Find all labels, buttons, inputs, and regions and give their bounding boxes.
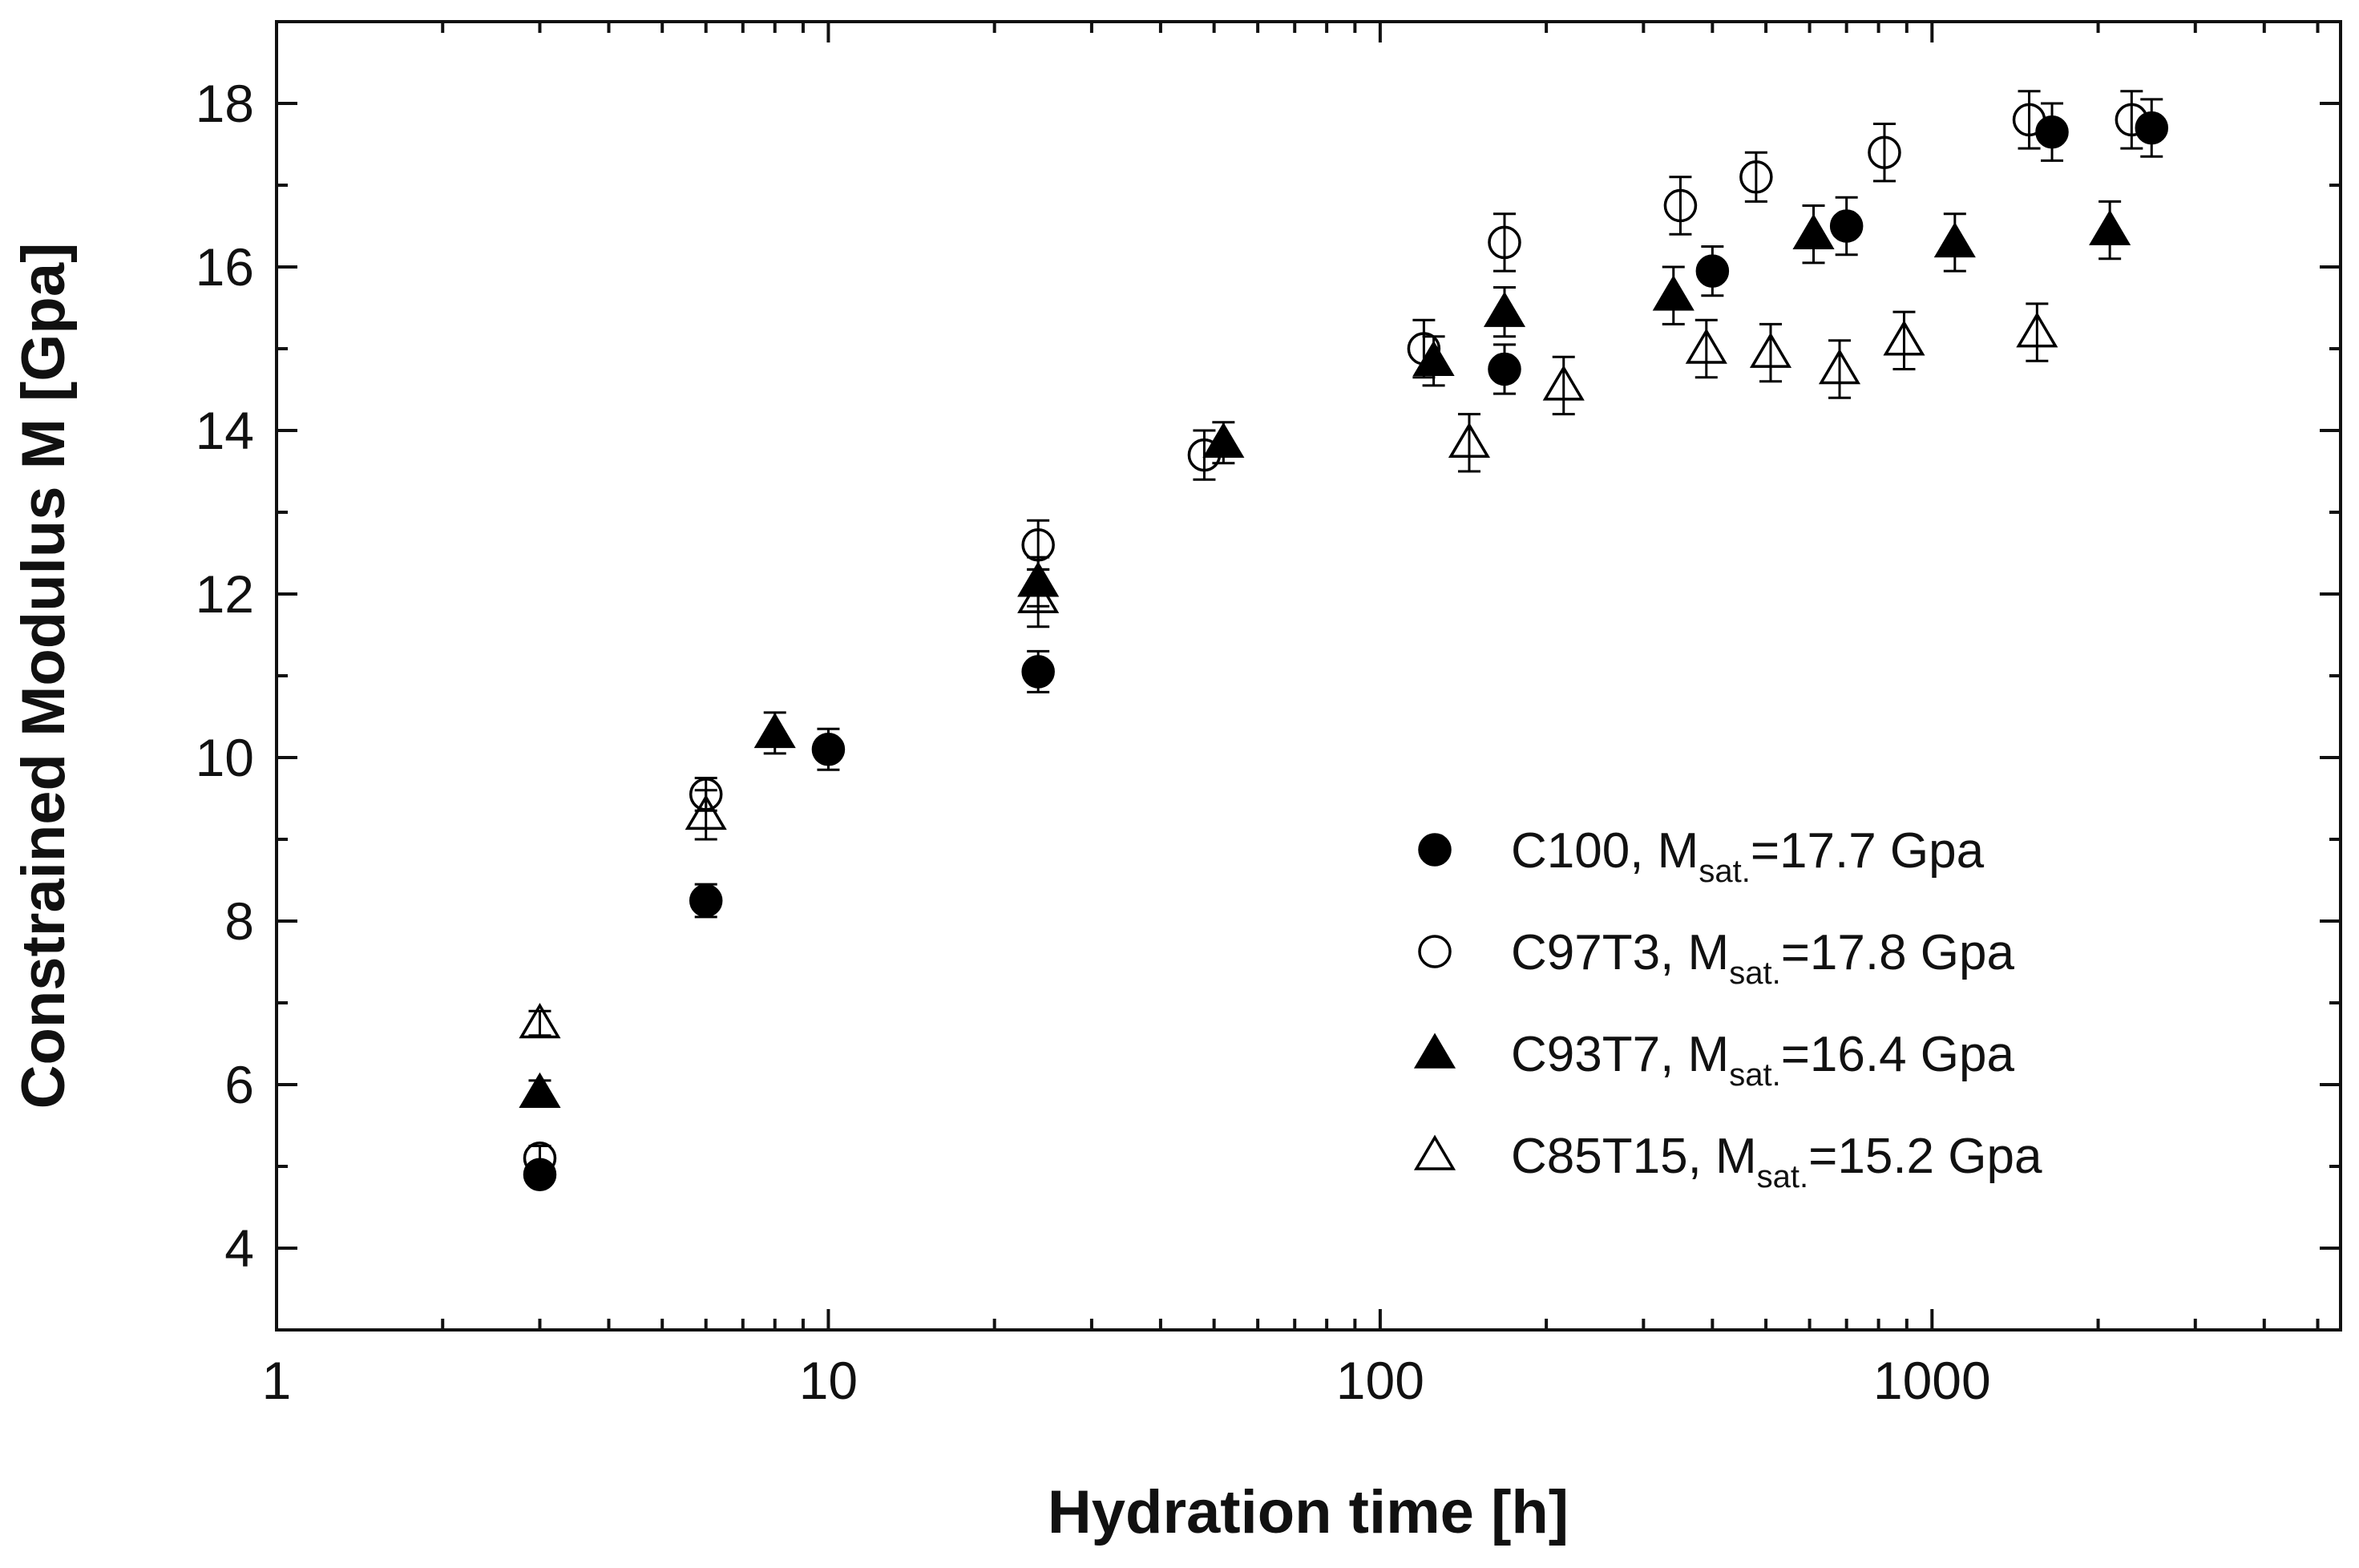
data-point-c97t3 (2115, 103, 2149, 137)
data-point-c100 (1021, 655, 1055, 689)
data-point-c100 (2135, 111, 2169, 145)
legend-label: C100, Msat.=17.7 Gpa (1511, 823, 1985, 889)
error-bar-c97t3 (2018, 90, 2041, 150)
data-point-c100 (1829, 209, 1864, 243)
data-point-c93t7 (519, 1072, 561, 1108)
data-point-c97t3 (1868, 135, 1901, 169)
data-point-c85t15 (1749, 332, 1792, 368)
x-tick-label: 1000 (1873, 1351, 1991, 1410)
data-point-c100 (689, 883, 723, 918)
legend-label-main: C100, M (1511, 823, 1699, 879)
data-point-c97t3 (1739, 160, 1773, 194)
legend-marker-c97t3 (1418, 935, 1452, 968)
series-c100 (523, 98, 2169, 1191)
data-point-c100 (2035, 115, 2069, 149)
legend-label-subscript: sat. (1699, 854, 1750, 889)
legend-marker-c100 (1418, 833, 1452, 867)
error-bar-c97t3 (1669, 176, 1692, 236)
y-tick-label: 16 (196, 237, 254, 297)
data-point-c97t3 (1663, 188, 1698, 223)
series-c93t7 (519, 200, 2131, 1108)
data-point-c100 (811, 733, 846, 766)
data-points (519, 90, 2169, 1191)
legend-entry-c85t15: C85T15, Msat.=15.2 Gpa (1413, 1129, 2042, 1194)
legend-entry-c93t7: C93T7, Msat.=16.4 Gpa (1413, 1027, 2014, 1093)
y-tick-label: 12 (196, 564, 254, 624)
error-bar-c97t3 (1744, 151, 1767, 203)
data-point-c93t7 (1792, 213, 1835, 249)
data-point-c85t15 (1685, 328, 1727, 364)
legend-label-value: =16.4 Gpa (1781, 1027, 2015, 1082)
data-point-c100 (1488, 352, 1521, 386)
data-point-c97t3 (2012, 103, 2046, 137)
data-point-c93t7 (1652, 275, 1695, 311)
x-tick-label: 10 (799, 1351, 858, 1410)
data-point-c97t3 (523, 1142, 557, 1175)
data-point-c85t15 (519, 1003, 561, 1039)
y-axis-title: Constrained Modulus M [Gpa] (10, 243, 78, 1109)
legend-label: C97T3, Msat.=17.8 Gpa (1511, 925, 2014, 991)
x-axis: 1 10 100 1000 (262, 22, 2320, 1410)
x-tick-label: 1 (262, 1351, 292, 1410)
error-bar-c97t3 (2120, 90, 2143, 150)
y-tick-label: 8 (224, 891, 254, 951)
data-point-c85t15 (1818, 349, 1861, 385)
series-c85t15 (519, 302, 2058, 1039)
legend-entry-c100: C100, Msat.=17.7 Gpa (1418, 823, 1985, 889)
y-tick-label: 4 (224, 1218, 254, 1278)
y-tick-label: 18 (196, 74, 254, 133)
data-point-c93t7 (2089, 209, 2131, 245)
legend-label-main: C97T3, M (1511, 925, 1729, 980)
error-bar-c97t3 (1872, 123, 1896, 183)
legend-label-value: =17.7 Gpa (1751, 823, 1985, 879)
data-point-c93t7 (1202, 422, 1245, 459)
legend-label-main: C93T7, M (1511, 1027, 1729, 1082)
data-point-c85t15 (1017, 577, 1060, 613)
legend-marker-c93t7 (1413, 1033, 1456, 1069)
data-point-c85t15 (1883, 320, 1925, 356)
data-point-c93t7 (1412, 340, 1455, 377)
y-tick-label: 14 (196, 401, 254, 460)
x-axis-title: Hydration time [h] (1048, 1478, 1569, 1546)
y-tick-label: 6 (224, 1055, 254, 1114)
y-axis: 4 6 8 10 12 14 16 18 (196, 20, 2341, 1332)
data-point-c97t3 (1488, 225, 1521, 260)
data-point-c85t15 (685, 794, 727, 830)
legend-label-subscript: sat. (1729, 956, 1780, 991)
data-point-c100 (1695, 254, 1730, 288)
data-point-c85t15 (2016, 312, 2058, 348)
legend-label: C85T15, Msat.=15.2 Gpa (1511, 1129, 2042, 1194)
legend-label-subscript: sat. (1757, 1159, 1808, 1194)
legend-label-value: =17.8 Gpa (1781, 925, 2015, 980)
legend-label-main: C85T15, M (1511, 1129, 1757, 1184)
y-tick-label: 10 (196, 728, 254, 787)
legend-entry-c97t3: C97T3, Msat.=17.8 Gpa (1418, 925, 2014, 991)
legend-label-value: =15.2 Gpa (1808, 1129, 2042, 1184)
error-bar-c85t15 (528, 1009, 551, 1037)
series-c97t3 (523, 90, 2149, 1175)
x-tick-label: 100 (1336, 1351, 1424, 1410)
data-point-c93t7 (1483, 291, 1526, 327)
error-bar-c97t3 (1493, 212, 1516, 273)
legend-label-subscript: sat. (1729, 1057, 1780, 1093)
legend-marker-c85t15 (1413, 1134, 1456, 1170)
data-point-c85t15 (1448, 422, 1491, 459)
data-point-c85t15 (1542, 365, 1585, 401)
data-point-c93t7 (753, 712, 796, 749)
data-point-c93t7 (1933, 221, 1976, 258)
legend-label: C93T7, Msat.=16.4 Gpa (1511, 1027, 2014, 1093)
